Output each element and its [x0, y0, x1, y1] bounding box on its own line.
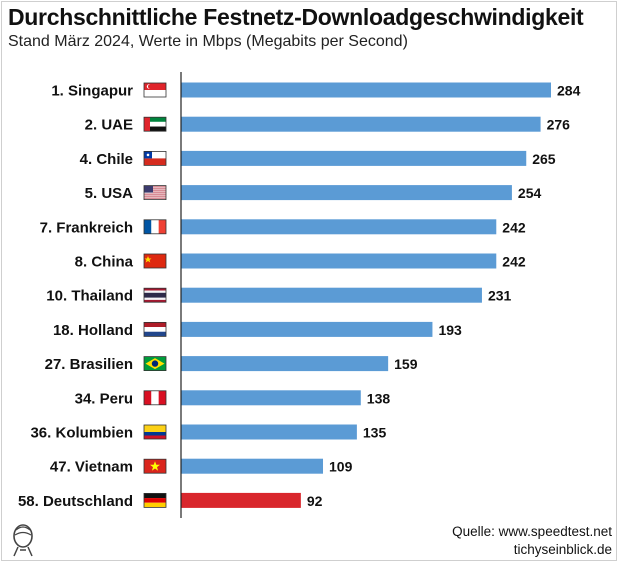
category-label: 5. USA	[85, 185, 134, 202]
value-label: 284	[557, 83, 581, 99]
bar	[181, 150, 527, 166]
bar	[181, 185, 512, 201]
site-credit: tichyseinblick.de	[513, 542, 612, 557]
france-flag-icon	[143, 219, 167, 235]
value-label: 242	[502, 219, 526, 235]
bar	[181, 321, 433, 337]
bar	[181, 424, 357, 440]
bar	[181, 253, 497, 269]
source-credit: Quelle: www.speedtest.net	[452, 524, 612, 539]
category-label: 36. Kolumbien	[30, 425, 133, 442]
category-label: 18. Holland	[53, 322, 133, 339]
thailand-flag-icon	[143, 287, 167, 303]
value-label: 109	[329, 459, 353, 475]
category-label: 34. Peru	[75, 390, 133, 407]
vietnam-flag-icon	[143, 458, 167, 474]
chart-title: Durchschnittliche Festnetz-Downloadgesch…	[8, 4, 584, 30]
singapore-flag-icon	[143, 82, 167, 98]
bar	[181, 82, 551, 98]
china-flag-icon	[143, 253, 167, 269]
bar	[181, 219, 497, 235]
value-label: 242	[502, 254, 526, 270]
category-label: 10. Thailand	[46, 288, 133, 305]
category-label: 47. Vietnam	[50, 459, 133, 476]
category-label: 8. China	[75, 254, 134, 271]
bar	[181, 116, 541, 132]
category-label: 2. UAE	[85, 117, 133, 134]
netherlands-flag-icon	[143, 321, 167, 337]
bar	[181, 356, 389, 372]
category-label: 27. Brasilien	[45, 356, 133, 373]
peru-flag-icon	[143, 390, 167, 406]
brazil-flag-icon	[143, 356, 167, 372]
bar	[181, 287, 482, 303]
usa-flag-icon	[143, 185, 167, 201]
value-label: 276	[547, 117, 571, 133]
value-label: 265	[532, 151, 556, 167]
bar	[181, 492, 301, 508]
category-label: 4. Chile	[80, 151, 133, 168]
colombia-flag-icon	[143, 424, 167, 440]
value-label: 231	[488, 288, 512, 304]
value-label: 159	[394, 356, 418, 372]
value-label: 254	[518, 185, 542, 201]
category-label: 58. Deutschland	[18, 493, 133, 510]
value-label: 138	[367, 390, 391, 406]
value-label: 92	[307, 493, 323, 509]
bar	[181, 390, 361, 406]
uae-flag-icon	[143, 116, 167, 132]
value-label: 135	[363, 425, 387, 441]
value-label: 193	[438, 322, 462, 338]
germany-flag-icon	[143, 492, 167, 508]
category-label: 7. Frankreich	[40, 219, 133, 236]
chart-subtitle: Stand März 2024, Werte in Mbps (Megabits…	[8, 33, 408, 50]
publisher-logo	[8, 522, 38, 563]
chile-flag-icon	[143, 150, 167, 166]
bar	[181, 458, 324, 474]
category-label: 1. Singapur	[51, 83, 133, 100]
